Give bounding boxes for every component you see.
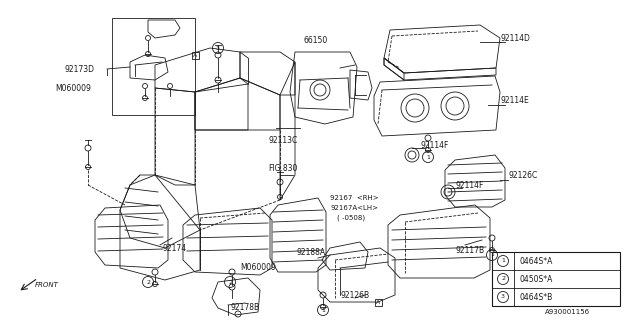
Text: FRONT: FRONT	[35, 282, 59, 288]
Text: A: A	[376, 300, 380, 305]
Text: 1: 1	[490, 252, 494, 258]
Text: 3: 3	[216, 45, 220, 51]
Text: M060009: M060009	[55, 84, 91, 92]
Text: 0464S*B: 0464S*B	[519, 292, 552, 301]
Text: 92117B: 92117B	[455, 245, 484, 254]
Bar	[374, 299, 381, 306]
Text: 92178B: 92178B	[230, 303, 259, 313]
Text: 3: 3	[501, 294, 505, 300]
Text: 92126B: 92126B	[340, 291, 369, 300]
Text: 1: 1	[321, 308, 325, 313]
Text: A: A	[193, 52, 197, 58]
Text: 2: 2	[228, 279, 232, 284]
Text: 0450S*A: 0450S*A	[519, 275, 552, 284]
Text: 92114F: 92114F	[420, 140, 449, 149]
Text: 1: 1	[501, 259, 505, 263]
Text: 92113C: 92113C	[268, 135, 297, 145]
Text: 92167A<LH>: 92167A<LH>	[330, 205, 378, 211]
Text: 92114E: 92114E	[500, 95, 529, 105]
Text: 92126C: 92126C	[508, 171, 537, 180]
Text: 0464S*A: 0464S*A	[519, 257, 552, 266]
Text: 92167  <RH>: 92167 <RH>	[330, 195, 379, 201]
Text: 92114D: 92114D	[500, 34, 530, 43]
Text: 92173D: 92173D	[64, 65, 94, 74]
Text: FIG.830: FIG.830	[268, 164, 298, 172]
Text: M060009: M060009	[240, 263, 276, 273]
Text: A930001156: A930001156	[545, 309, 590, 315]
Bar	[191, 52, 198, 59]
Bar	[492, 252, 620, 306]
Text: ( -0508): ( -0508)	[337, 215, 365, 221]
Text: 92188A: 92188A	[296, 247, 325, 257]
Text: 92114F: 92114F	[455, 180, 483, 189]
Text: 2: 2	[501, 276, 505, 282]
Text: 66150: 66150	[303, 36, 327, 44]
Text: 2: 2	[146, 279, 150, 284]
Text: 92174: 92174	[162, 244, 186, 252]
Text: 1: 1	[426, 155, 430, 159]
